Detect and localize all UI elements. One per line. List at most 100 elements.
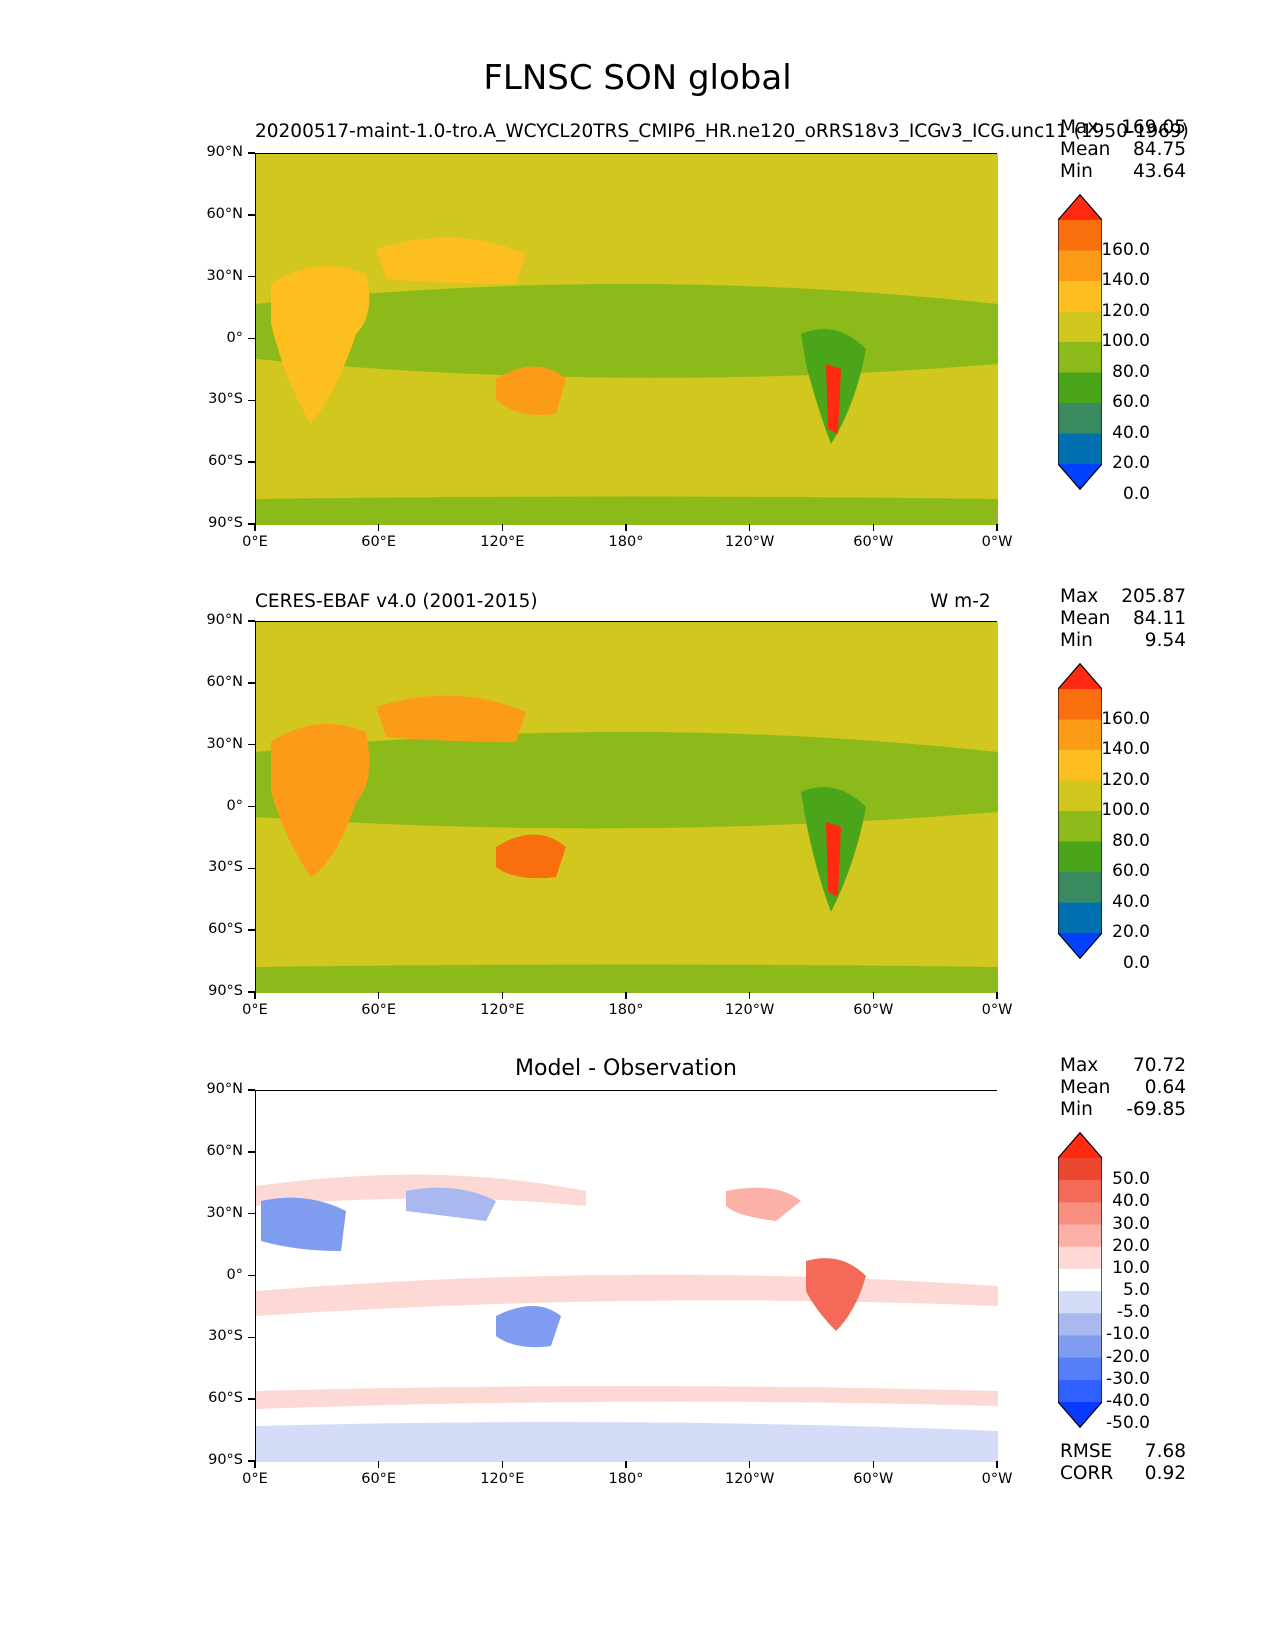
x-tick-mark xyxy=(748,524,751,531)
y-tick-label: 60°N xyxy=(206,205,243,222)
y-tick-mark xyxy=(248,152,255,154)
colorbar-segment xyxy=(1058,872,1102,903)
y-tick-mark xyxy=(248,399,255,402)
colorbar-extend-max xyxy=(1058,1132,1102,1158)
colorbar-label: 80.0 xyxy=(1112,830,1150,851)
panel3-max-value: 70.72 xyxy=(1133,1055,1186,1076)
x-tick-label: 120°E xyxy=(480,534,525,550)
panel1-asia xyxy=(376,237,526,284)
x-tick-mark xyxy=(748,1461,751,1468)
colorbar-segment xyxy=(1058,811,1102,842)
colorbar-label: -5.0 xyxy=(1116,1302,1150,1323)
y-tick-label: 30°N xyxy=(206,1204,243,1221)
y-tick-label: 30°N xyxy=(206,735,243,752)
colorbar-label: -10.0 xyxy=(1106,1324,1150,1345)
y-tick-label: 30°N xyxy=(206,267,243,284)
panel3-min-label: Min xyxy=(1060,1099,1093,1120)
colorbar-segment xyxy=(1058,1202,1102,1226)
colorbar-segment xyxy=(1058,1335,1102,1359)
panel1-max-value: 169.05 xyxy=(1121,117,1186,138)
colorbar-label: 20.0 xyxy=(1112,922,1150,942)
panel3-title: Model - Observation xyxy=(515,1056,737,1081)
panel2-africa xyxy=(271,724,370,877)
panel1-andes xyxy=(826,364,841,434)
panel1-mean-value: 84.75 xyxy=(1133,139,1186,160)
panel3-colorbar-svg xyxy=(1058,1132,1102,1428)
colorbar-outline xyxy=(1058,663,1102,959)
x-tick-label: 0°W xyxy=(981,1471,1013,1487)
panel2-min-value: 9.54 xyxy=(1144,630,1186,651)
panel2-min-label: Min xyxy=(1060,630,1093,651)
colorbar-outline xyxy=(1058,1132,1102,1428)
x-tick-label: 120°E xyxy=(480,1002,525,1018)
panel1-title-right: v3_ICG.unc11 (1950-1969) xyxy=(940,121,1189,142)
panel2-map-svg xyxy=(256,622,998,993)
x-tick-mark xyxy=(254,1461,256,1468)
colorbar-label: 20.0 xyxy=(1112,453,1150,473)
y-tick-label: 60°S xyxy=(208,921,243,938)
x-tick-mark xyxy=(377,992,380,999)
x-tick-mark xyxy=(377,524,380,531)
colorbar-label: 60.0 xyxy=(1112,392,1150,412)
x-tick-label: 60°W xyxy=(853,1002,894,1018)
x-tick-mark xyxy=(377,1461,380,1468)
colorbar-segment xyxy=(1058,1379,1102,1403)
y-tick-label: 90°S xyxy=(208,983,243,999)
panel2-max-label: Max xyxy=(1060,586,1099,607)
panel2-mean-label: Mean xyxy=(1060,608,1111,629)
colorbar-segment xyxy=(1058,403,1102,434)
panel2-map xyxy=(255,621,998,993)
panel1-africa xyxy=(271,266,370,424)
y-tick-mark xyxy=(248,1336,255,1339)
colorbar-segment xyxy=(1058,1158,1102,1181)
colorbar-label: 10.0 xyxy=(1112,1257,1150,1278)
y-tick-label: 0° xyxy=(226,797,243,814)
colorbar-segment xyxy=(1058,1180,1102,1203)
panel3-north-america xyxy=(726,1187,801,1221)
colorbar-label: 40.0 xyxy=(1112,422,1150,443)
x-tick-label: 60°E xyxy=(361,1002,397,1018)
x-tick-mark xyxy=(748,992,751,999)
colorbar-label: 30.0 xyxy=(1112,1213,1150,1234)
y-tick-mark xyxy=(248,682,255,684)
colorbar-segment xyxy=(1058,342,1102,373)
y-tick-mark xyxy=(248,337,255,340)
colorbar-label: 80.0 xyxy=(1112,361,1150,382)
colorbar-label: 100.0 xyxy=(1101,800,1150,820)
x-tick-label: 0°W xyxy=(981,534,1013,550)
panel2-max-value: 205.87 xyxy=(1121,586,1186,607)
colorbar-label: 0.0 xyxy=(1122,952,1150,973)
colorbar-extend-min xyxy=(1058,933,1102,959)
x-tick-mark xyxy=(872,1461,875,1468)
x-tick-label: 0°E xyxy=(242,1471,268,1487)
y-tick-mark xyxy=(248,620,255,622)
panel3-rmse-value: 7.68 xyxy=(1144,1441,1186,1462)
panel3-rmse-label: RMSE xyxy=(1060,1441,1113,1462)
panel2-title-right: W m-2 xyxy=(930,591,991,612)
colorbar-segment xyxy=(1058,1313,1102,1336)
y-tick-mark xyxy=(248,1398,255,1400)
x-tick-label: 60°W xyxy=(853,534,894,550)
panel2-australia xyxy=(496,834,566,879)
colorbar-label: 160.0 xyxy=(1101,708,1150,729)
y-tick-label: 60°S xyxy=(208,1390,243,1407)
x-tick-label: 60°W xyxy=(853,1471,894,1487)
panel3-antarctic-band xyxy=(256,1422,998,1462)
x-tick-label: 60°E xyxy=(361,534,397,550)
colorbar-segment xyxy=(1058,841,1102,873)
y-tick-mark xyxy=(248,929,255,931)
colorbar-segment xyxy=(1058,281,1102,312)
x-tick-label: 0°E xyxy=(242,1002,268,1018)
panel2-andes xyxy=(826,822,841,897)
colorbar-label: 100.0 xyxy=(1101,331,1150,351)
y-tick-label: 90°S xyxy=(208,1452,243,1468)
x-tick-label: 180° xyxy=(608,1002,644,1018)
y-tick-label: 90°N xyxy=(206,144,243,160)
y-tick-mark xyxy=(248,214,255,216)
colorbar-segment xyxy=(1058,1291,1102,1314)
x-tick-label: 0°W xyxy=(981,1002,1013,1018)
y-tick-label: 0° xyxy=(226,1266,243,1283)
colorbar-label: 120.0 xyxy=(1101,769,1150,790)
colorbar-label: 0.0 xyxy=(1122,483,1150,504)
y-tick-mark xyxy=(248,1212,255,1215)
